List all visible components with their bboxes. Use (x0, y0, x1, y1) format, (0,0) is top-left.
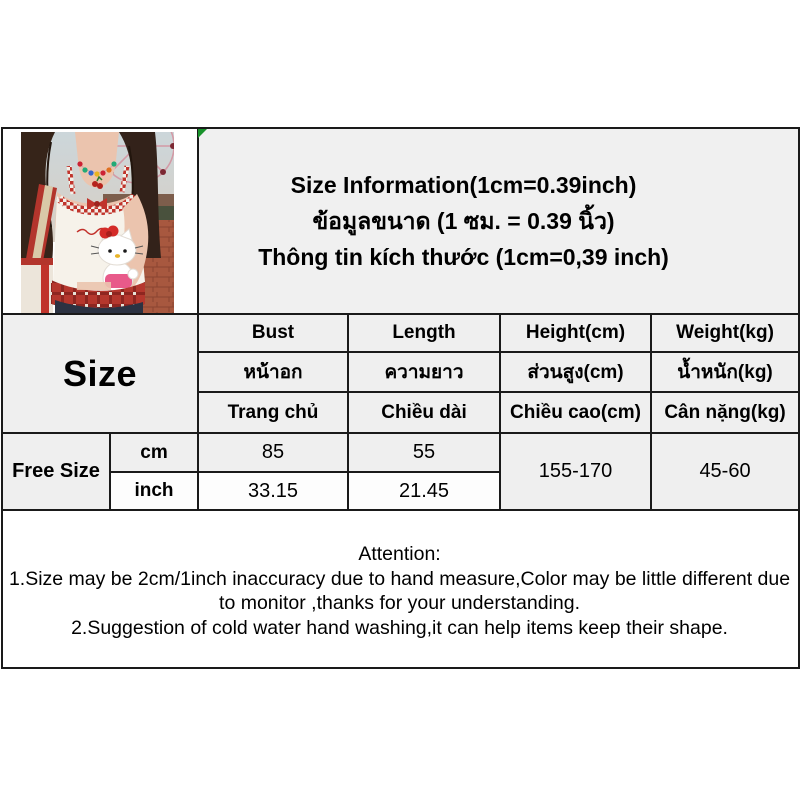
size-header: Size (1, 313, 199, 434)
midriff (77, 282, 111, 290)
size-sheet: Size Information(1cm=0.39inch) ข้อมูลขนา… (0, 127, 800, 669)
col-header-weight-en: Weight(kg) (649, 313, 800, 353)
title-vietnamese: Thông tin kích thước (1cm=0,39 inch) (258, 244, 669, 270)
col-header-height-en: Height(cm) (499, 313, 652, 353)
value-bust-inch: 33.15 (197, 471, 349, 511)
attention-section: Attention: 1.Size may be 2cm/1inch inacc… (0, 509, 800, 669)
value-height-range: 155-170 (499, 432, 652, 511)
attention-heading: Attention: (358, 543, 441, 565)
plaid-waist (51, 280, 145, 310)
col-header-height-th: ส่วนสูง(cm) (499, 351, 652, 393)
col-header-bust-vi: Trang chủ (197, 391, 349, 434)
attention-note-1: 1.Size may be 2cm/1inch inaccuracy due t… (8, 567, 791, 615)
value-length-inch: 21.45 (347, 471, 501, 511)
dark-skirt (55, 300, 143, 312)
col-header-length-en: Length (347, 313, 501, 353)
col-header-bust-en: Bust (197, 313, 349, 353)
title-block: Size Information(1cm=0.39inch) ข้อมูลขนา… (196, 127, 800, 315)
model-skin (75, 132, 119, 188)
product-photo-cell (1, 127, 199, 315)
col-header-length-vi: Chiều dài (347, 391, 501, 434)
col-header-weight-vi: Cân nặng(kg) (649, 391, 800, 434)
value-bust-cm: 85 (197, 432, 349, 473)
size-table: Size Information(1cm=0.39inch) ข้อมูลขนา… (0, 127, 800, 669)
size-row-label: Free Size (1, 432, 111, 511)
value-weight-range: 45-60 (649, 432, 800, 511)
unit-cm: cm (109, 432, 199, 473)
col-header-weight-th: น้ำหนัก(kg) (649, 351, 800, 393)
value-length-cm: 55 (347, 432, 501, 473)
col-header-bust-th: หน้าอก (197, 351, 349, 393)
green-corner-marker (198, 129, 207, 138)
title-thai: ข้อมูลขนาด (1 ซม. = 0.39 นิ้ว) (312, 208, 615, 234)
product-photo (21, 130, 176, 312)
beaded-necklace (77, 161, 117, 189)
col-header-length-th: ความยาว (347, 351, 501, 393)
attention-note-2: 2.Suggestion of cold water hand washing,… (71, 616, 728, 639)
unit-inch: inch (109, 471, 199, 511)
col-header-height-vi: Chiều cao(cm) (499, 391, 652, 434)
title-english: Size Information(1cm=0.39inch) (290, 172, 637, 198)
